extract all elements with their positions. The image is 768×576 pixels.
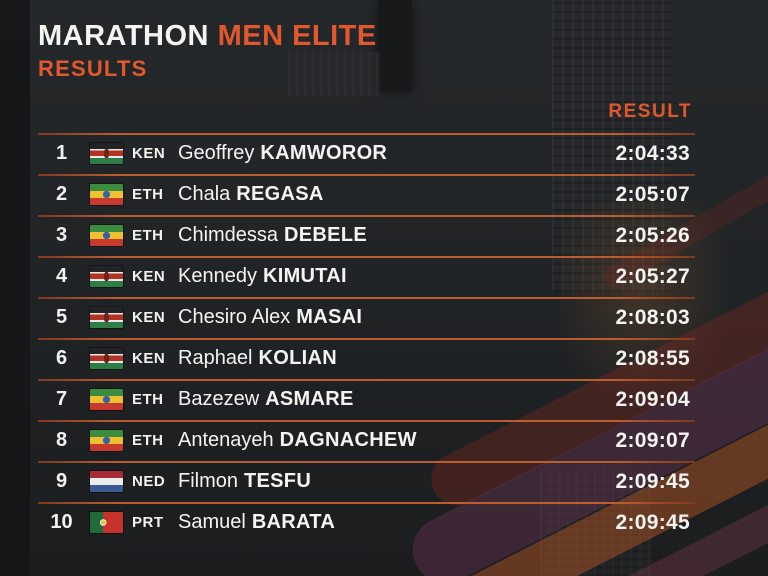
- flag-eth-icon: [90, 184, 123, 205]
- rank-number: 4: [55, 265, 68, 287]
- flag-eth-icon: [90, 389, 123, 410]
- athlete-name: Raphael KOLIAN: [178, 347, 575, 370]
- athlete-name: Chimdessa DEBELE: [178, 224, 575, 247]
- result-row: 7 ETH Bazezew ASMARE 2:09:04: [38, 379, 695, 420]
- country-code: ETH: [132, 227, 164, 244]
- rank-number: 8: [55, 429, 68, 451]
- rank-number: 5: [55, 306, 68, 328]
- country-code: ETH: [132, 391, 164, 408]
- athlete-name: Filmon TESFU: [178, 470, 575, 493]
- athlete-last-name: BARATA: [251, 511, 336, 533]
- athlete-name: Chesiro Alex MASAI: [178, 306, 575, 329]
- result-row: 4 KEN Kennedy KIMUTAI 2:05:27: [38, 256, 695, 297]
- athlete-last-name: ASMARE: [265, 388, 354, 410]
- athlete-first-name: Kennedy: [178, 265, 257, 287]
- result-time: 2:09:04: [615, 387, 690, 411]
- result-row: 1 KEN Geoffrey KAMWOROR 2:04:33: [38, 133, 695, 174]
- country-code: NED: [132, 473, 166, 490]
- rank-number: 10: [50, 511, 73, 533]
- result-time: 2:09:45: [615, 469, 690, 493]
- athlete-name: Geoffrey KAMWOROR: [178, 142, 575, 165]
- results-table: 1 KEN Geoffrey KAMWOROR 2:04:33 2 ETH Cha…: [38, 133, 695, 543]
- result-time: 2:05:27: [615, 264, 690, 288]
- country-code: PRT: [132, 514, 164, 531]
- flag-ned-icon: [90, 471, 123, 492]
- city-tower-silhouette: [378, 0, 412, 92]
- result-row: 9 NED Filmon TESFU 2:09:45: [38, 461, 695, 502]
- country-code: KEN: [132, 268, 166, 285]
- country-code: ETH: [132, 186, 164, 203]
- rank-number: 9: [55, 470, 68, 492]
- athlete-first-name: Antenayeh: [178, 429, 274, 451]
- athlete-first-name: Samuel: [178, 511, 246, 533]
- results-subtitle: RESULTS: [38, 56, 148, 81]
- page-title: MARATHON MEN ELITE: [38, 20, 377, 53]
- athlete-last-name: DEBELE: [284, 224, 367, 246]
- rank-number: 2: [55, 183, 68, 205]
- result-time: 2:09:45: [615, 510, 690, 534]
- background-left-shadow: [0, 0, 30, 576]
- athlete-last-name: MASAI: [296, 306, 363, 328]
- result-row: 2 ETH Chala REGASA 2:05:07: [38, 174, 695, 215]
- flag-ken-icon: [90, 143, 123, 164]
- city-building-silhouette: [288, 52, 380, 96]
- athlete-last-name: KOLIAN: [258, 347, 337, 369]
- flag-ken-icon: [90, 348, 123, 369]
- result-row: 3 ETH Chimdessa DEBELE 2:05:26: [38, 215, 695, 256]
- result-column-header: RESULT: [608, 101, 692, 122]
- result-time: 2:05:07: [615, 182, 690, 206]
- result-row: 8 ETH Antenayeh DAGNACHEW 2:09:07: [38, 420, 695, 461]
- result-time: 2:04:33: [615, 141, 690, 165]
- athlete-first-name: Geoffrey: [178, 142, 255, 164]
- rank-number: 1: [55, 142, 68, 164]
- flag-prt-icon: [90, 512, 123, 533]
- event-title: MARATHON: [38, 20, 209, 52]
- result-row: 10 PRT Samuel BARATA 2:09:45: [38, 502, 695, 543]
- athlete-last-name: TESFU: [244, 470, 312, 492]
- result-row: 6 KEN Raphael KOLIAN 2:08:55: [38, 338, 695, 379]
- country-code: KEN: [132, 309, 166, 326]
- result-row: 5 KEN Chesiro Alex MASAI 2:08:03: [38, 297, 695, 338]
- athlete-first-name: Chimdessa: [178, 224, 279, 246]
- result-time: 2:08:55: [615, 346, 690, 370]
- rank-number: 6: [55, 347, 68, 369]
- athlete-name: Samuel BARATA: [178, 511, 575, 534]
- athlete-last-name: DAGNACHEW: [279, 429, 417, 451]
- country-code: KEN: [132, 350, 166, 367]
- rank-number: 7: [55, 388, 68, 410]
- country-code: ETH: [132, 432, 164, 449]
- athlete-last-name: KIMUTAI: [262, 265, 347, 287]
- athlete-first-name: Filmon: [178, 470, 239, 492]
- flag-ken-icon: [90, 266, 123, 287]
- athlete-last-name: KAMWOROR: [260, 142, 388, 164]
- athlete-first-name: Raphael: [178, 347, 253, 369]
- athlete-name: Bazezew ASMARE: [178, 388, 575, 411]
- result-time: 2:09:07: [615, 428, 690, 452]
- result-time: 2:08:03: [615, 305, 690, 329]
- athlete-name: Chala REGASA: [178, 183, 575, 206]
- rank-number: 3: [55, 224, 68, 246]
- flag-eth-icon: [90, 430, 123, 451]
- country-code: KEN: [132, 145, 166, 162]
- athlete-name: Kennedy KIMUTAI: [178, 265, 575, 288]
- event-category: MEN ELITE: [217, 20, 377, 52]
- athlete-first-name: Chala: [178, 183, 231, 205]
- flag-eth-icon: [90, 225, 123, 246]
- athlete-first-name: Chesiro Alex: [178, 306, 291, 328]
- flag-ken-icon: [90, 307, 123, 328]
- athlete-last-name: REGASA: [236, 183, 324, 205]
- athlete-first-name: Bazezew: [178, 388, 260, 410]
- result-time: 2:05:26: [615, 223, 690, 247]
- athlete-name: Antenayeh DAGNACHEW: [178, 429, 575, 452]
